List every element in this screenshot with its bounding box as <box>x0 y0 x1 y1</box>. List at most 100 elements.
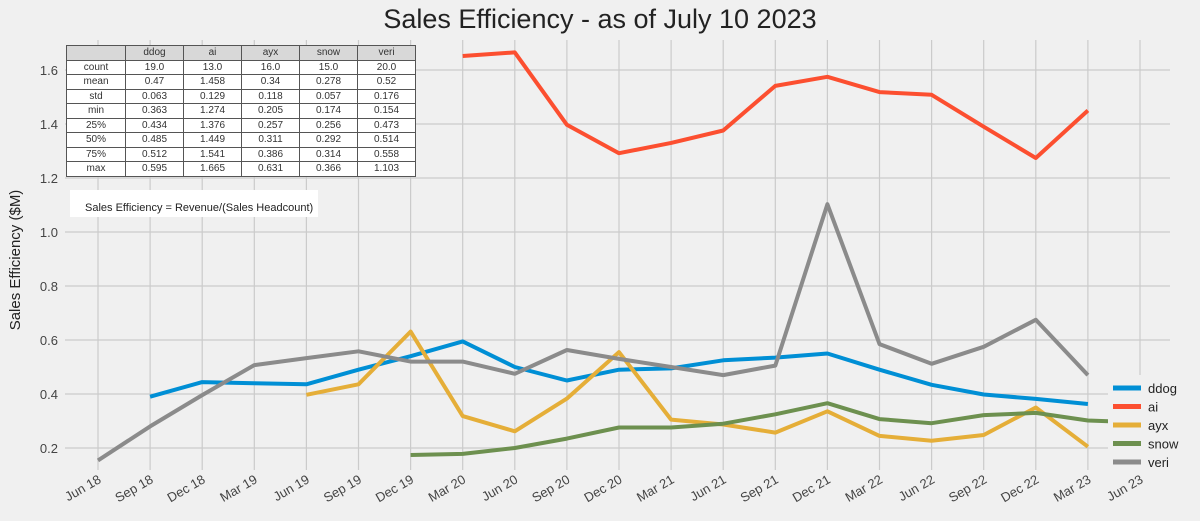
table-cell: 1.376 <box>183 117 242 133</box>
series-line-ayx <box>306 329 1090 449</box>
legend-label: ayx <box>1148 418 1169 433</box>
y-axis-label: Sales Efficiency ($M) <box>7 190 24 331</box>
table-cell: 0.057 <box>299 88 358 104</box>
x-tick-label: Sep 22 <box>946 472 989 506</box>
x-tick-label: Dec 21 <box>790 472 833 506</box>
table-cell: 15.0 <box>299 59 358 75</box>
y-tick-label: 0.2 <box>40 441 58 456</box>
table-cell: 0.512 <box>125 146 184 162</box>
table-cell: 0.34 <box>241 74 300 90</box>
table-cell: 0.485 <box>125 132 184 148</box>
table-cell: 25% <box>66 117 126 133</box>
table-cell: 13.0 <box>183 59 242 75</box>
legend-label: ai <box>1148 400 1158 415</box>
table-cell: count <box>66 59 126 75</box>
table-cell: 0.314 <box>299 146 358 162</box>
table-cell: 1.541 <box>183 146 242 162</box>
table-row: min 0.363 1.274 0.205 0.174 0.154 <box>66 103 416 119</box>
x-tick-label: Jun 20 <box>479 472 520 505</box>
table-cell: 0.363 <box>125 103 184 119</box>
summary-stats-table: ddog ai ayx snow veri count 19.0 13.0 16.0 15.0 2… <box>66 45 416 177</box>
table-cell: 0.558 <box>357 146 416 162</box>
table-cell: 0.118 <box>241 88 300 104</box>
legend-label: veri <box>1148 455 1169 470</box>
series-line-veri <box>96 202 1090 463</box>
x-tick-label: Sep 19 <box>321 472 364 506</box>
table-cell: 0.257 <box>241 117 300 133</box>
table-cell: 0.292 <box>299 132 358 148</box>
table-row: count 19.0 13.0 16.0 15.0 20.0 <box>66 59 416 75</box>
table-header: snow <box>299 45 358 61</box>
x-tick-label: Dec 18 <box>165 472 208 506</box>
x-tick-label: Jun 21 <box>687 472 728 505</box>
table-cell: 0.174 <box>299 103 358 119</box>
table-cell: 19.0 <box>125 59 184 75</box>
table-cell: min <box>66 103 126 119</box>
table-cell: mean <box>66 74 126 90</box>
x-tick-label: Jun 18 <box>62 472 103 505</box>
table-cell: 0.154 <box>357 103 416 119</box>
y-tick-label: 1.2 <box>40 171 58 186</box>
table-header: ddog <box>125 45 184 61</box>
table-cell: 0.176 <box>357 88 416 104</box>
series-line-snow <box>410 401 1141 457</box>
table-cell: std <box>66 88 126 104</box>
table-cell: 0.256 <box>299 117 358 133</box>
x-tick-label: Dec 19 <box>373 472 416 506</box>
table-cell: 16.0 <box>241 59 300 75</box>
table-row: 50% 0.485 1.449 0.311 0.292 0.514 <box>66 132 416 148</box>
series-line-ai <box>462 50 1090 160</box>
table-row: mean 0.47 1.458 0.34 0.278 0.52 <box>66 74 416 90</box>
x-tick-label: Mar 19 <box>217 472 260 505</box>
table-cell: 0.129 <box>183 88 242 104</box>
legend-label: ddog <box>1148 381 1177 396</box>
series-line-ddog <box>149 339 1089 406</box>
table-header: ayx <box>241 45 300 61</box>
table-row: 25% 0.434 1.376 0.257 0.256 0.473 <box>66 117 416 133</box>
table-cell: 0.386 <box>241 146 300 162</box>
table-cell: 75% <box>66 146 126 162</box>
table-cell: 0.366 <box>299 161 358 177</box>
x-tick-label: Mar 23 <box>1051 472 1094 505</box>
y-tick-label: 1.0 <box>40 225 58 240</box>
formula-annotation: Sales Efficiency = Revenue/(Sales Headco… <box>70 190 318 217</box>
table-cell: 0.52 <box>357 74 416 90</box>
x-tick-label: Jun 22 <box>896 472 937 505</box>
table-cell: max <box>66 161 126 177</box>
table-cell: 1.449 <box>183 132 242 148</box>
table-cell: 1.458 <box>183 74 242 90</box>
y-tick-label: 0.8 <box>40 279 58 294</box>
table-row: 75% 0.512 1.541 0.386 0.314 0.558 <box>66 146 416 162</box>
table-cell: 0.311 <box>241 132 300 148</box>
x-tick-label: Mar 21 <box>634 472 677 505</box>
x-tick-label: Sep 18 <box>112 472 155 506</box>
table-cell: 0.063 <box>125 88 184 104</box>
table-cell: 50% <box>66 132 126 148</box>
y-tick-label: 1.4 <box>40 117 58 132</box>
table-cell: 0.473 <box>357 117 416 133</box>
x-tick-label: Mar 22 <box>842 472 885 505</box>
table-cell: 0.631 <box>241 161 300 177</box>
x-tick-label: Jun 19 <box>271 472 312 505</box>
table-cell: 1.103 <box>357 161 416 177</box>
x-tick-label: Mar 20 <box>426 472 469 505</box>
legend-label: snow <box>1148 437 1179 452</box>
table-cell: 0.47 <box>125 74 184 90</box>
table-cell: 0.514 <box>357 132 416 148</box>
x-tick-label: Dec 20 <box>581 472 624 506</box>
table-cell: 0.278 <box>299 74 358 90</box>
table-row: std 0.063 0.129 0.118 0.057 0.176 <box>66 88 416 104</box>
table-cell: 20.0 <box>357 59 416 75</box>
x-tick-label: Sep 20 <box>529 472 572 506</box>
chart-title: Sales Efficiency - as of July 10 2023 <box>383 4 816 34</box>
table-row: max 0.595 1.665 0.631 0.366 1.103 <box>66 161 416 177</box>
y-tick-label: 1.6 <box>40 63 58 78</box>
x-tick-label: Sep 21 <box>738 472 781 506</box>
y-tick-label: 0.6 <box>40 333 58 348</box>
table-cell: 0.434 <box>125 117 184 133</box>
table-header: veri <box>357 45 416 61</box>
table-cell: 1.665 <box>183 161 242 177</box>
table-header: ai <box>183 45 242 61</box>
x-tick-label: Dec 22 <box>998 472 1041 506</box>
